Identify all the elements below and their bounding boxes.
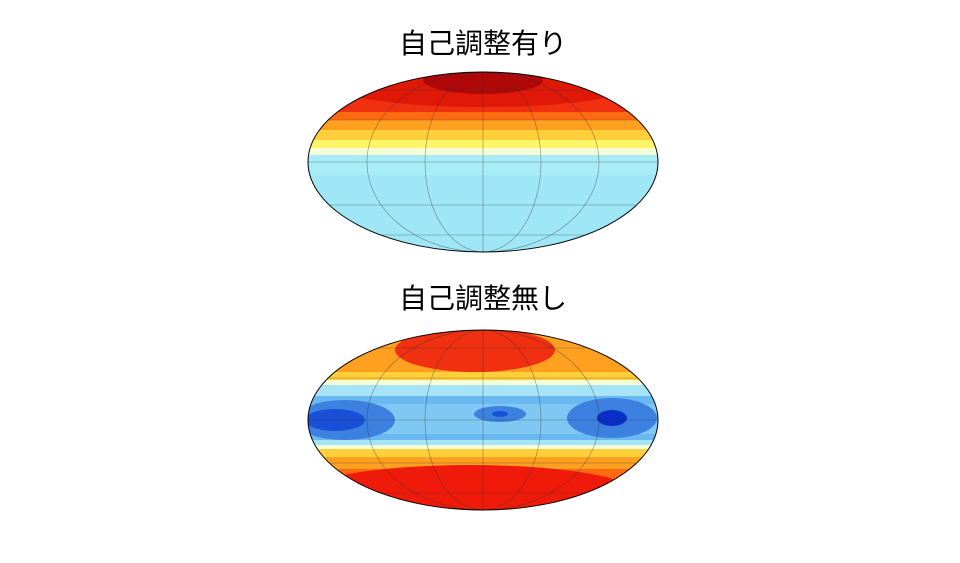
map-outline xyxy=(307,329,659,511)
panel-title: 自己調整無し xyxy=(399,282,567,315)
panel-title: 自己調整有り xyxy=(399,27,567,60)
map-outline xyxy=(307,71,659,253)
map-with-adjustment xyxy=(308,72,658,252)
map-without-adjustment xyxy=(308,330,658,510)
